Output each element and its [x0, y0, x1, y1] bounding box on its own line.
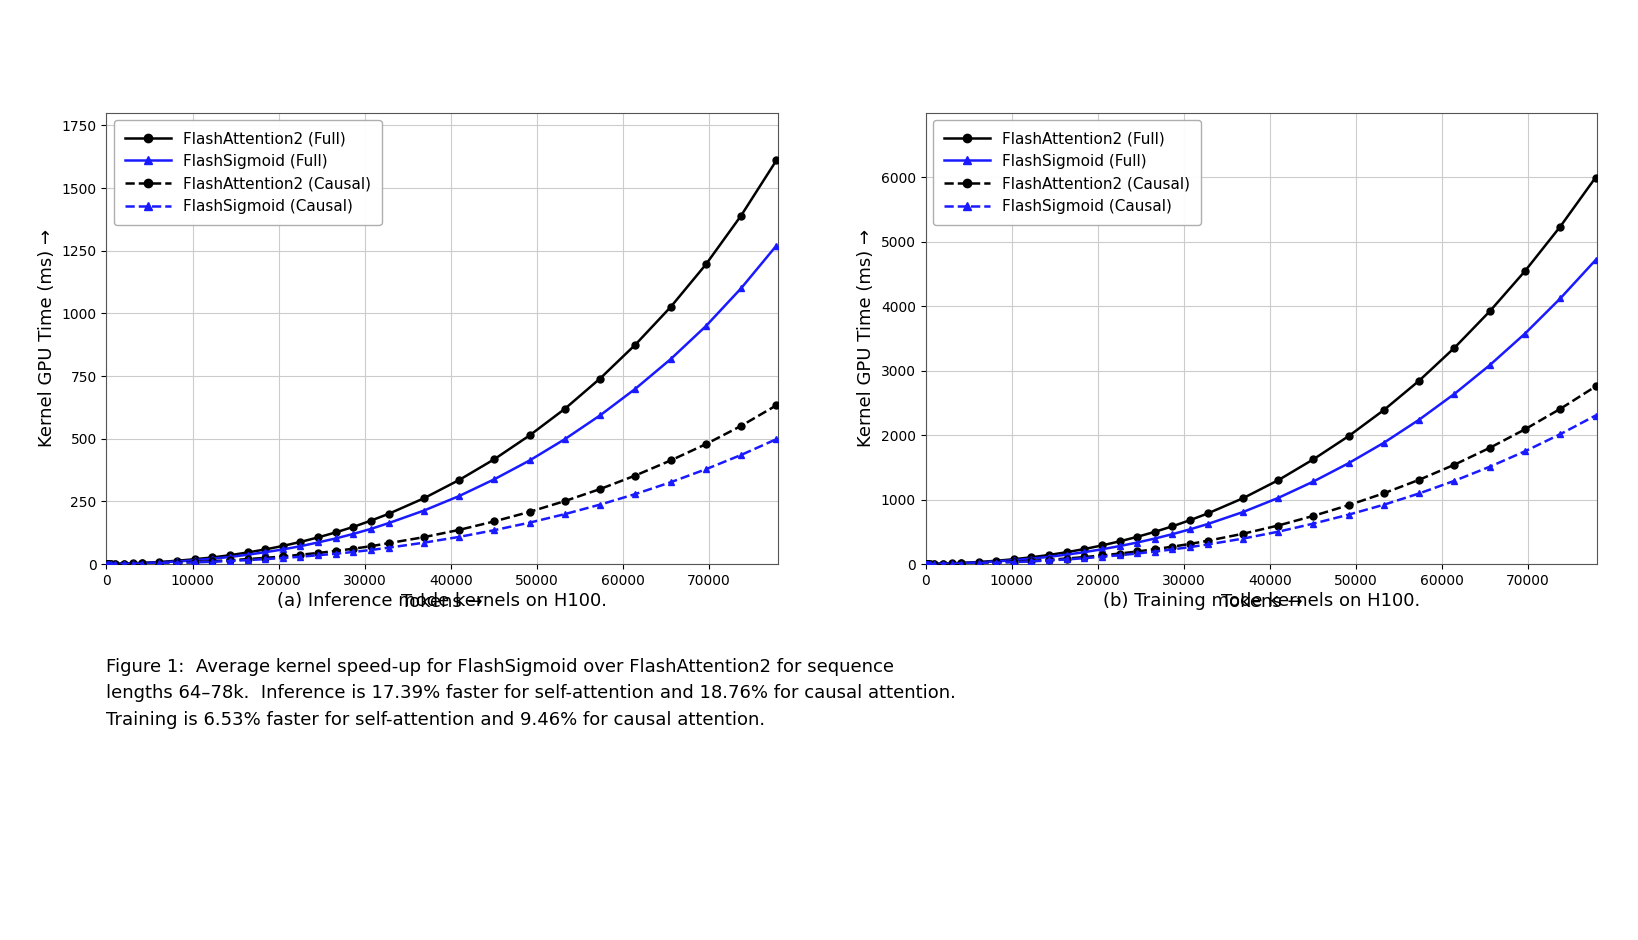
Text: Figure 1:  Average kernel speed-up for FlashSigmoid over FlashAttention2 for seq: Figure 1: Average kernel speed-up for Fl… — [106, 658, 957, 728]
Text: (a) Inference mode kernels on H100.: (a) Inference mode kernels on H100. — [277, 592, 608, 610]
Text: (b) Training mode kernels on H100.: (b) Training mode kernels on H100. — [1102, 592, 1420, 610]
X-axis label: Tokens →: Tokens → — [1220, 593, 1302, 611]
Legend: FlashAttention2 (Full), FlashSigmoid (Full), FlashAttention2 (Causal), FlashSigm: FlashAttention2 (Full), FlashSigmoid (Fu… — [115, 120, 382, 225]
Legend: FlashAttention2 (Full), FlashSigmoid (Full), FlashAttention2 (Causal), FlashSigm: FlashAttention2 (Full), FlashSigmoid (Fu… — [934, 120, 1201, 225]
X-axis label: Tokens →: Tokens → — [401, 593, 483, 611]
Y-axis label: Kernel GPU Time (ms) →: Kernel GPU Time (ms) → — [857, 229, 875, 447]
Y-axis label: Kernel GPU Time (ms) →: Kernel GPU Time (ms) → — [38, 229, 56, 447]
